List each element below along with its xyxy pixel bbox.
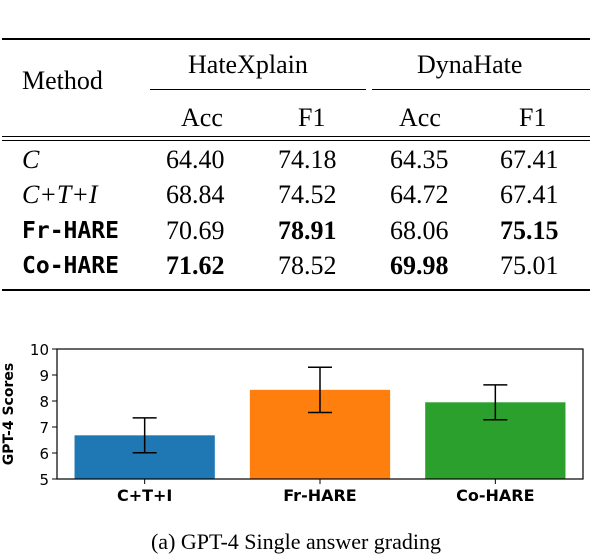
value-cell: 67.41 (500, 180, 559, 209)
value-cell: 74.18 (278, 145, 337, 174)
error-bar (132, 417, 157, 454)
x-tick-label: Fr-HARE (283, 486, 356, 505)
method-cell: Co-HARE (22, 253, 119, 279)
group-rule-hatexplain (150, 89, 366, 90)
table-top-rule (2, 38, 590, 40)
subheader-acc-1: Acc (181, 103, 223, 132)
group-header-dynahate: DynaHate (417, 50, 523, 79)
y-axis-label: GPT-4 Scores (1, 363, 17, 465)
y-tick-label: 6 (39, 445, 49, 463)
group-header-hatexplain: HateXplain (188, 50, 308, 79)
x-tick-label: C+T+I (117, 486, 172, 505)
subheader-f1-2: F1 (519, 103, 547, 132)
value-cell: 67.41 (500, 145, 559, 174)
y-tick-label: 8 (39, 393, 49, 411)
subheader-acc-2: Acc (399, 103, 441, 132)
value-cell: 78.52 (278, 251, 337, 280)
y-tick-label: 10 (30, 341, 49, 359)
value-cell-best: 75.15 (500, 216, 559, 245)
value-cell: 68.84 (166, 180, 225, 209)
method-cell: C+T+I (22, 180, 98, 209)
value-cell-best: 78.91 (278, 216, 337, 245)
value-cell-best: 69.98 (390, 251, 449, 280)
table-bottom-rule (2, 289, 590, 291)
method-cell: C (22, 145, 40, 174)
x-tick-label: Co-HARE (456, 486, 534, 505)
plot-frame (56, 348, 584, 480)
y-tick-label: 9 (39, 367, 49, 385)
error-bar (483, 384, 508, 421)
value-cell-best: 71.62 (166, 251, 225, 280)
value-cell: 68.06 (390, 216, 449, 245)
y-tick-label: 5 (39, 471, 49, 489)
header-double-rule (2, 136, 590, 141)
value-cell: 64.40 (166, 145, 225, 174)
y-tick-label: 7 (39, 419, 49, 437)
method-cell: Fr-HARE (22, 218, 119, 244)
figure-caption: (a) GPT-4 Single answer grading (150, 529, 442, 554)
method-header: Method (22, 66, 103, 95)
value-cell: 64.35 (390, 145, 449, 174)
subheader-f1-1: F1 (298, 103, 326, 132)
error-bar (308, 366, 332, 414)
gpt4-scores-bar-chart: 5 6 7 8 9 10 C+T+I Fr-HARE Co-HARE GPT-4 Scores (1, 341, 584, 505)
value-cell: 74.52 (278, 180, 337, 209)
group-rule-dynahate (372, 89, 590, 90)
value-cell: 64.72 (390, 180, 449, 209)
value-cell: 75.01 (500, 251, 559, 280)
clipped-text-fragment (0, 0, 592, 22)
value-cell: 70.69 (166, 216, 225, 245)
